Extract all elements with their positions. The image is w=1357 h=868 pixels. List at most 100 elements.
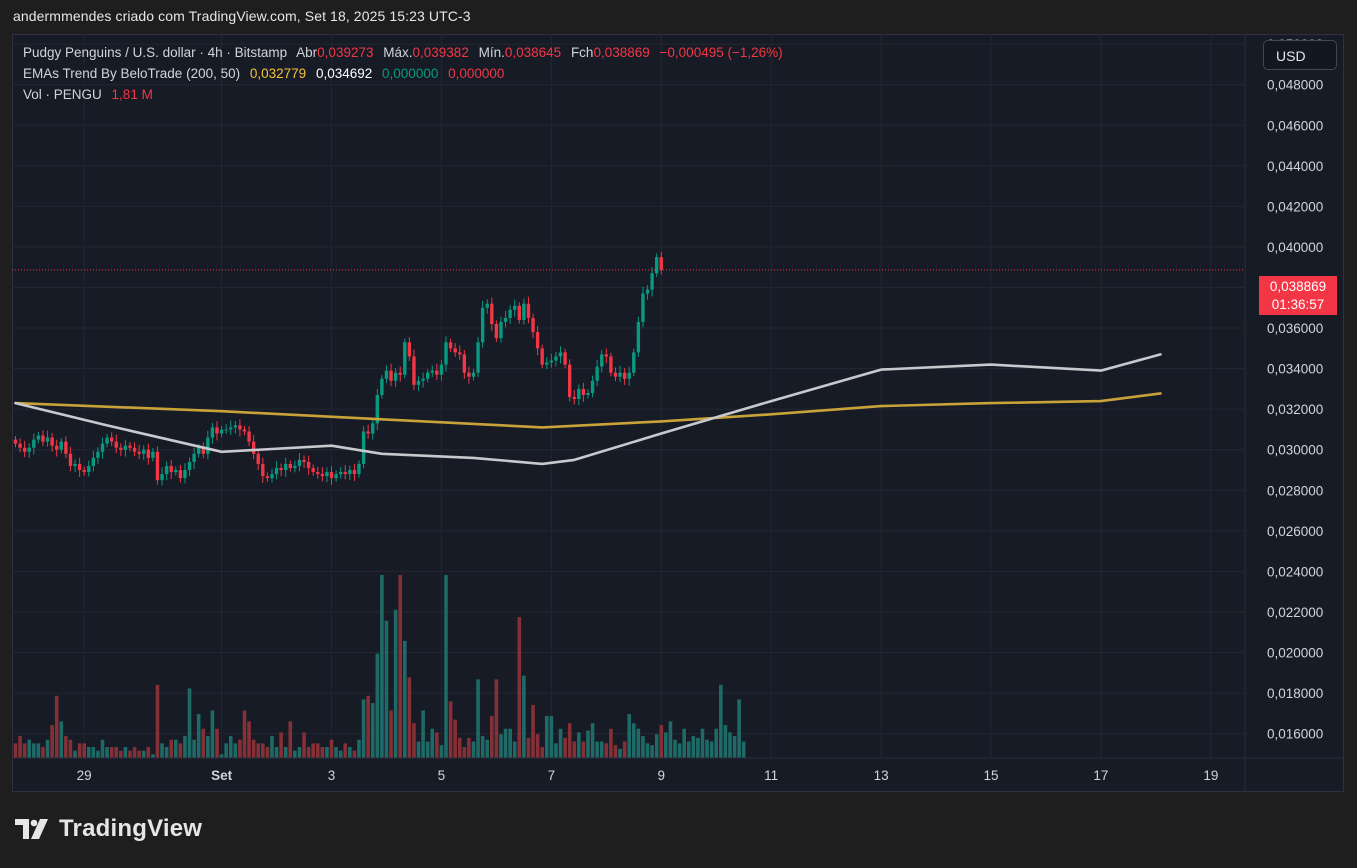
price-tick-label: 0,040000: [1267, 240, 1323, 255]
candle-body: [549, 360, 554, 363]
candle-body: [581, 388, 586, 395]
candle-body: [609, 356, 613, 373]
volume-bar: [622, 741, 627, 758]
volume-bar: [613, 745, 618, 758]
candle-body: [426, 372, 430, 379]
candle-body: [590, 380, 595, 393]
price-chart[interactable]: 0,016000 0,018000 0,020000 0,022000 0,024000…: [12, 34, 1344, 792]
volume-bar: [389, 710, 393, 758]
volume-bar: [201, 728, 206, 758]
candle-body: [325, 472, 329, 477]
ema-value-4: 0,000000: [448, 66, 505, 81]
candle-body: [572, 397, 576, 400]
tradingview-logo[interactable]: TradingView: [15, 815, 202, 843]
candle-body: [458, 352, 462, 355]
candle-body: [256, 453, 260, 464]
volume-bar: [22, 743, 27, 758]
time-axis: 29 Set 3 5 7 9 11 13 15 17 19: [12, 757, 1344, 783]
volume-bar: [581, 741, 586, 758]
candle-body: [531, 317, 535, 333]
volume-bar: [27, 739, 32, 758]
candle-body: [567, 364, 572, 398]
volume-bar: [283, 747, 288, 758]
volume-bar: [682, 728, 686, 758]
candle-body: [302, 459, 306, 462]
candle-body: [375, 394, 379, 424]
volume-bar: [668, 721, 673, 758]
open-value: 0,039273: [317, 45, 374, 60]
volume-bar: [645, 743, 650, 758]
volume-bar: [632, 723, 636, 758]
candle-body: [462, 354, 467, 373]
legend-ema-row: EMAs Trend By BeloTrade (200, 50) 0,0327…: [23, 66, 510, 81]
volume-bar: [641, 736, 645, 758]
time-tick-label: 13: [874, 768, 889, 783]
candle-body: [444, 342, 448, 365]
price-tick-label: 0,044000: [1267, 159, 1323, 174]
volume-bar: [618, 748, 622, 758]
candle-body: [219, 429, 224, 434]
volume-bar: [439, 745, 444, 758]
last-price-value: 0,038869: [1269, 279, 1327, 294]
volume-bar: [517, 617, 522, 758]
currency-button[interactable]: USD: [1263, 40, 1337, 70]
candle-body: [389, 370, 393, 381]
volume-bar: [348, 747, 352, 758]
volume-label[interactable]: Vol · PENGU: [23, 87, 102, 102]
candle-body: [352, 470, 357, 475]
price-tick-label: 0,046000: [1267, 118, 1323, 133]
candle-body: [540, 348, 544, 365]
candle-body: [224, 429, 228, 431]
candle-body: [306, 461, 311, 468]
volume-bar: [595, 741, 599, 758]
volume-bar: [293, 750, 297, 758]
candle-body: [366, 431, 370, 434]
candle-body: [563, 352, 567, 365]
legend-volume-row: Vol · PENGU 1,81 M: [23, 87, 159, 102]
volume-bar: [82, 743, 86, 758]
candle-body: [109, 437, 114, 442]
ema-lines: [12, 269, 1245, 466]
candle-body: [467, 372, 471, 377]
candle-body: [316, 472, 320, 475]
volume-bar: [238, 739, 242, 758]
volume-bar: [366, 695, 370, 758]
volume-bar: [155, 684, 160, 758]
price-tick-label: 0,022000: [1267, 605, 1323, 620]
symbol-title[interactable]: Pudgy Penguins / U.S. dollar · 4h · Bits…: [23, 45, 288, 60]
volume-bar: [380, 575, 384, 758]
volume-bar: [462, 747, 467, 758]
volume-bars: [13, 575, 746, 758]
candle-body: [59, 441, 63, 450]
volume-bar: [393, 609, 398, 758]
volume-bar: [86, 747, 91, 758]
time-tick-label: 3: [328, 768, 336, 783]
candle-body: [421, 378, 425, 381]
volume-bar: [563, 737, 567, 758]
candle-body: [586, 392, 590, 395]
volume-bar: [723, 725, 728, 758]
price-tick-label: 0,024000: [1267, 564, 1323, 579]
volume-bar: [499, 734, 503, 758]
time-tick-label: 9: [658, 768, 666, 783]
candle-body: [137, 451, 141, 454]
ema-indicator-name[interactable]: EMAs Trend By BeloTrade (200, 50): [23, 66, 241, 81]
volume-bar: [664, 732, 668, 758]
volume-bar: [728, 732, 732, 758]
volume-bar: [522, 675, 526, 758]
candle-body: [293, 465, 297, 468]
candle-body: [247, 431, 251, 442]
volume-bar: [114, 747, 119, 758]
candle-body: [288, 463, 292, 468]
volume-bar: [398, 575, 402, 758]
candle-body: [430, 370, 434, 373]
volume-bar: [274, 747, 279, 758]
volume-bar: [306, 747, 311, 758]
volume-bar: [467, 737, 471, 758]
volume-bar: [215, 728, 219, 758]
volume-bar: [183, 736, 187, 758]
candle-body: [490, 303, 494, 325]
price-tick-label: 0,030000: [1267, 443, 1323, 458]
candle-body: [494, 324, 499, 339]
volume-bar: [311, 743, 315, 758]
